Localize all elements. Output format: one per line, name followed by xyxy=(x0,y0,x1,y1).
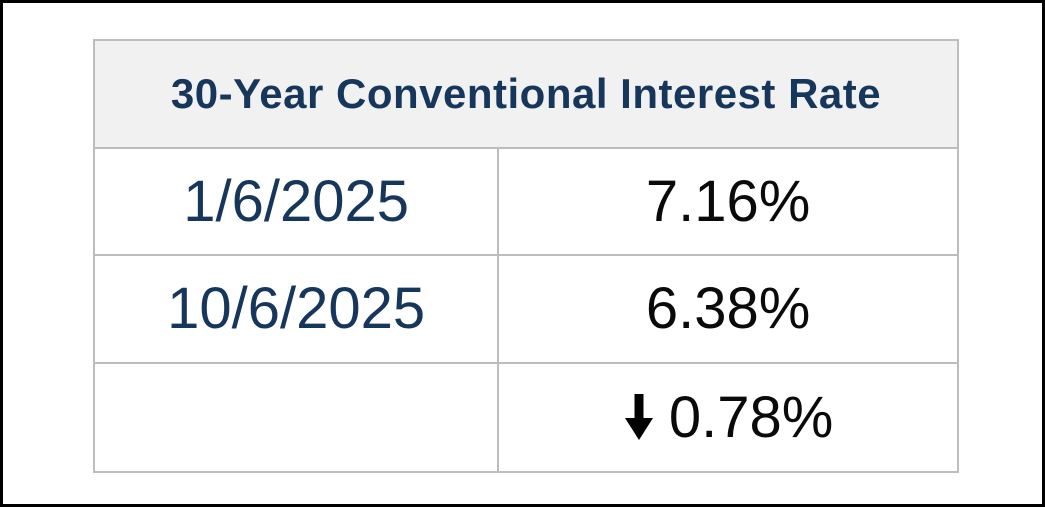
down-arrow-icon xyxy=(623,394,655,441)
date-cell: 1/6/2025 xyxy=(95,148,500,254)
rate-cell: 6.38% xyxy=(645,276,811,342)
table-title: 30-Year Conventional Interest Rate xyxy=(170,69,882,117)
interest-rate-table: 30-Year Conventional Interest Rate 1/6/2… xyxy=(93,39,959,473)
table-row: 10/6/2025 6.38% xyxy=(95,256,957,364)
empty-cell xyxy=(95,363,500,471)
change-value-group: 0.78% xyxy=(623,384,833,451)
date-cell: 10/6/2025 xyxy=(95,256,500,362)
change-value: 0.78% xyxy=(668,384,834,450)
table-row: 1/6/2025 7.16% xyxy=(95,148,957,256)
table-row-change: 0.78% xyxy=(95,363,957,472)
table-header-row: 30-Year Conventional Interest Rate xyxy=(95,41,957,149)
change-cell: 0.78% xyxy=(499,364,957,472)
rate-cell: 7.16% xyxy=(645,168,811,234)
